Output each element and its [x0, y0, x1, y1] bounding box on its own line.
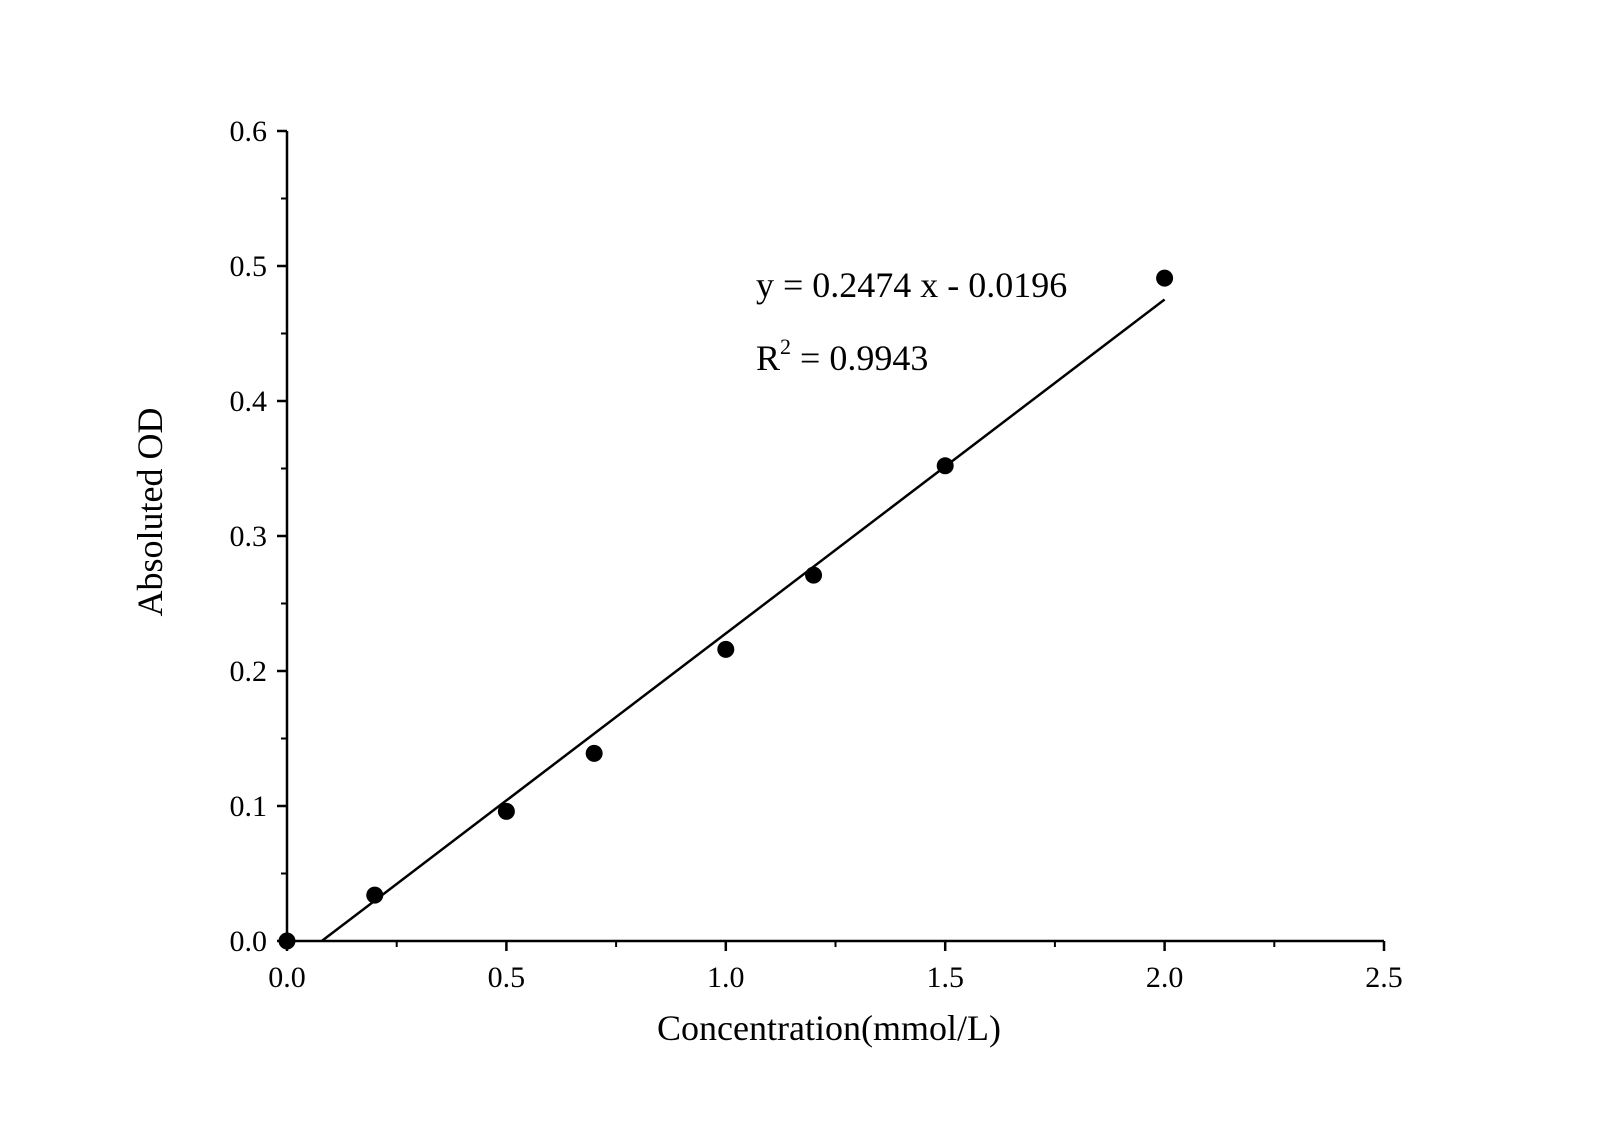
x-tick-label: 0.0 — [268, 961, 306, 994]
data-point — [936, 457, 954, 475]
y-tick-label: 0.4 — [230, 385, 268, 418]
fit-line-group — [320, 298, 1166, 943]
r-squared-value: = 0.9943 — [791, 338, 928, 378]
data-point — [1156, 269, 1174, 287]
data-point — [805, 566, 823, 584]
y-tick-label: 0.1 — [230, 790, 268, 823]
data-points — [278, 269, 1174, 950]
y-tick-label: 0.5 — [230, 250, 268, 283]
data-point — [497, 802, 515, 820]
x-tick-label: 0.5 — [488, 961, 526, 994]
y-tick-label: 0.6 — [230, 115, 268, 148]
y-axis-title: Absoluted OD — [130, 408, 170, 617]
r-squared-base: R — [756, 338, 780, 378]
x-tick-label: 1.0 — [707, 961, 745, 994]
r-squared-annotation: R2 = 0.9943 — [756, 334, 928, 378]
x-tick-label: 1.5 — [926, 961, 964, 994]
y-tick-label: 0.0 — [230, 925, 268, 958]
y-tick-label: 0.3 — [230, 520, 268, 553]
x-tick-label: 2.5 — [1365, 961, 1403, 994]
data-point — [366, 886, 384, 904]
y-tick-label: 0.2 — [230, 655, 268, 688]
fit-line — [320, 298, 1166, 943]
r-squared-superscript: 2 — [780, 334, 791, 359]
x-axis-title: Concentration(mmol/L) — [657, 1008, 1001, 1048]
data-point — [278, 932, 296, 950]
axes: 0.0 0.5 1.0 1.5 2.0 2.5 0.0 0.1 0.2 0.3 0.4 0.5 0.6 — [230, 115, 1403, 994]
x-tick-label: 2.0 — [1146, 961, 1184, 994]
data-point — [717, 640, 735, 658]
data-point — [585, 744, 603, 762]
fit-equation: y = 0.2474 x - 0.0196 — [756, 265, 1067, 305]
